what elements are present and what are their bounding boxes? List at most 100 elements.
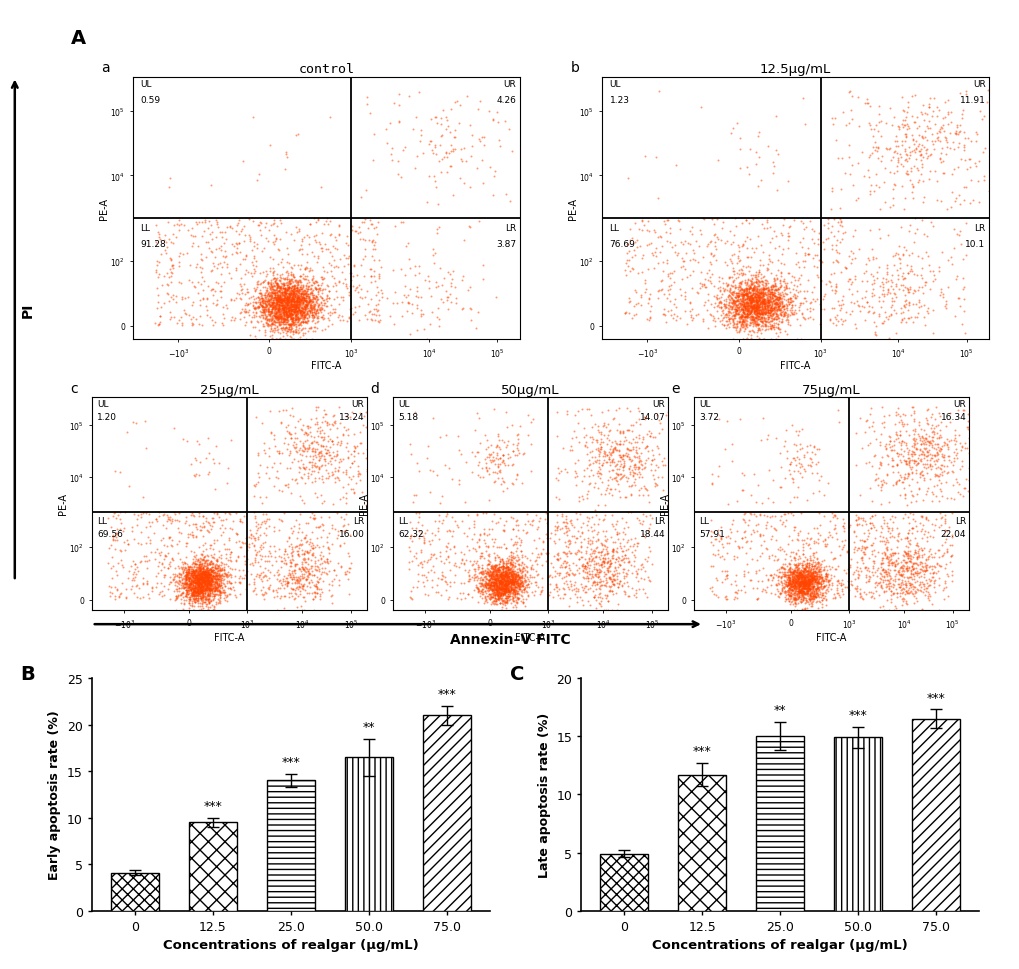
Point xyxy=(937,294,954,309)
Point xyxy=(309,585,325,601)
Point xyxy=(891,435,907,451)
Point xyxy=(877,551,894,567)
Point xyxy=(305,311,321,327)
Point xyxy=(290,293,307,308)
Point xyxy=(285,294,302,309)
Point xyxy=(916,523,932,539)
Point xyxy=(749,287,765,302)
Point xyxy=(305,541,321,556)
Point xyxy=(275,300,291,316)
Point xyxy=(270,308,286,324)
Point xyxy=(874,277,891,293)
Point xyxy=(754,316,770,331)
Point xyxy=(628,415,644,430)
Point xyxy=(603,575,620,590)
Point xyxy=(594,419,610,434)
Point xyxy=(796,562,812,578)
Point xyxy=(558,523,575,539)
Point xyxy=(208,570,224,585)
Point xyxy=(753,301,769,317)
Point xyxy=(899,105,915,120)
Point xyxy=(779,506,795,521)
Point xyxy=(284,302,301,318)
Point xyxy=(735,313,751,328)
Point xyxy=(716,322,733,337)
Point xyxy=(882,298,899,314)
Point xyxy=(282,287,299,302)
Point xyxy=(286,299,303,315)
Point xyxy=(772,582,789,598)
Point xyxy=(174,584,191,600)
Point xyxy=(196,571,212,586)
Point xyxy=(200,587,216,603)
Point xyxy=(790,568,806,583)
Point xyxy=(206,590,222,606)
Point xyxy=(492,587,508,603)
Point xyxy=(760,287,776,302)
Point xyxy=(865,184,881,200)
Point xyxy=(291,298,308,314)
Point xyxy=(494,575,511,590)
Point xyxy=(629,462,645,478)
Point xyxy=(493,571,510,586)
Point xyxy=(787,575,803,590)
Point xyxy=(490,579,506,595)
Point xyxy=(285,294,302,309)
Point xyxy=(881,548,898,564)
Point xyxy=(312,488,328,504)
Point xyxy=(280,302,297,318)
Point xyxy=(206,564,222,579)
Point xyxy=(317,407,333,422)
Point xyxy=(176,556,193,572)
Point xyxy=(791,577,807,592)
Point xyxy=(291,441,308,456)
Point xyxy=(503,573,520,588)
Point xyxy=(197,584,213,600)
Point xyxy=(577,427,593,443)
Point xyxy=(557,555,574,571)
Point xyxy=(281,282,298,297)
Point xyxy=(593,458,609,474)
Point xyxy=(595,446,611,461)
Point xyxy=(799,583,815,599)
Point xyxy=(477,569,493,584)
Point xyxy=(279,534,296,549)
Point xyxy=(752,314,768,329)
Point xyxy=(791,588,807,604)
Point xyxy=(308,586,324,602)
Point xyxy=(216,584,232,600)
Point xyxy=(802,585,818,601)
Point xyxy=(258,586,274,602)
Point xyxy=(781,292,797,307)
Point xyxy=(599,473,615,488)
Point xyxy=(748,295,764,310)
Point xyxy=(923,549,940,565)
Point xyxy=(740,305,756,321)
Point xyxy=(900,451,916,466)
Point xyxy=(898,596,914,611)
Point xyxy=(284,544,301,559)
Point xyxy=(799,575,815,590)
Point xyxy=(772,559,789,575)
Point xyxy=(139,561,155,577)
Point xyxy=(369,304,385,320)
Point xyxy=(248,410,264,425)
Point xyxy=(779,587,795,603)
Point xyxy=(753,305,769,321)
Point xyxy=(187,587,204,603)
Point xyxy=(734,302,750,318)
Point xyxy=(197,573,213,588)
Point xyxy=(483,565,499,580)
Point xyxy=(647,248,663,264)
Point xyxy=(475,565,491,580)
Point xyxy=(622,295,638,310)
Point xyxy=(181,601,198,616)
Point xyxy=(197,574,213,589)
Point xyxy=(283,572,300,587)
Point xyxy=(186,592,203,608)
Point xyxy=(489,571,505,586)
Point xyxy=(370,297,386,312)
Point xyxy=(492,579,508,595)
Point xyxy=(315,271,331,287)
Point xyxy=(269,293,285,308)
